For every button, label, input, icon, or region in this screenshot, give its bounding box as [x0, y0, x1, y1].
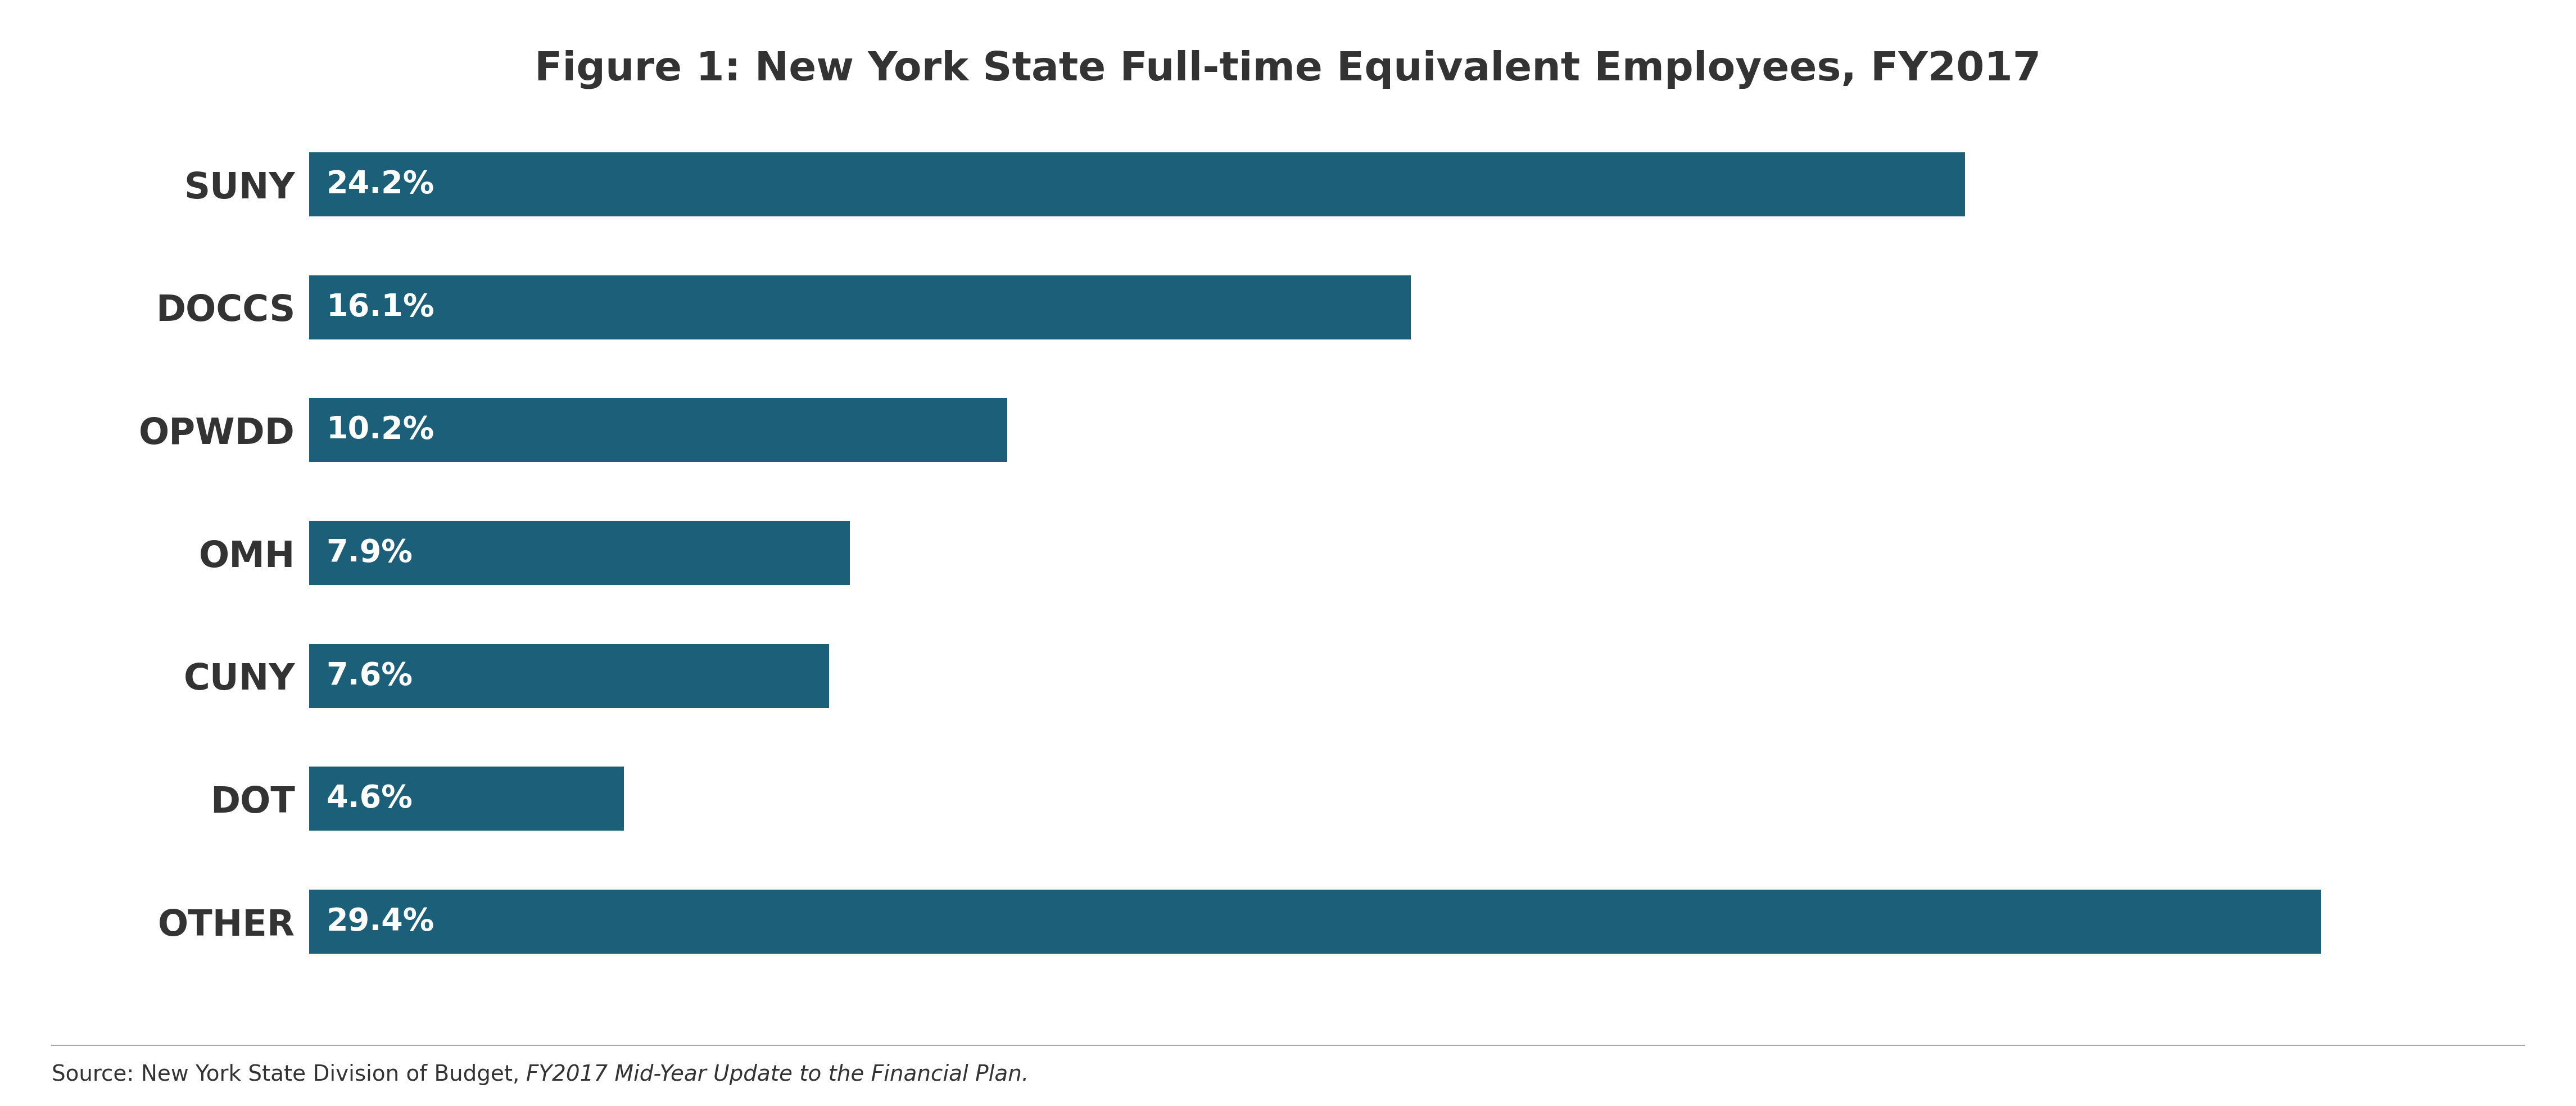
Text: 7.6%: 7.6%	[327, 660, 412, 691]
Bar	[309, 275, 1412, 340]
Bar	[309, 889, 2321, 953]
Text: 29.4%: 29.4%	[327, 907, 435, 937]
Text: 24.2%: 24.2%	[327, 169, 435, 199]
Bar	[309, 398, 1007, 462]
Text: 4.6%: 4.6%	[327, 784, 412, 814]
Bar	[309, 153, 1965, 217]
Bar	[309, 766, 623, 831]
Text: 16.1%: 16.1%	[327, 292, 435, 322]
Text: 7.9%: 7.9%	[327, 538, 412, 568]
Text: FY2017 Mid-Year Update to the Financial Plan.: FY2017 Mid-Year Update to the Financial …	[526, 1064, 1028, 1085]
Text: 10.2%: 10.2%	[327, 415, 435, 446]
Text: Figure 1: New York State Full-time Equivalent Employees, FY2017: Figure 1: New York State Full-time Equiv…	[536, 50, 2040, 88]
Bar	[309, 521, 850, 585]
Bar	[309, 644, 829, 708]
Text: Source: New York State Division of Budget,: Source: New York State Division of Budge…	[52, 1064, 526, 1085]
